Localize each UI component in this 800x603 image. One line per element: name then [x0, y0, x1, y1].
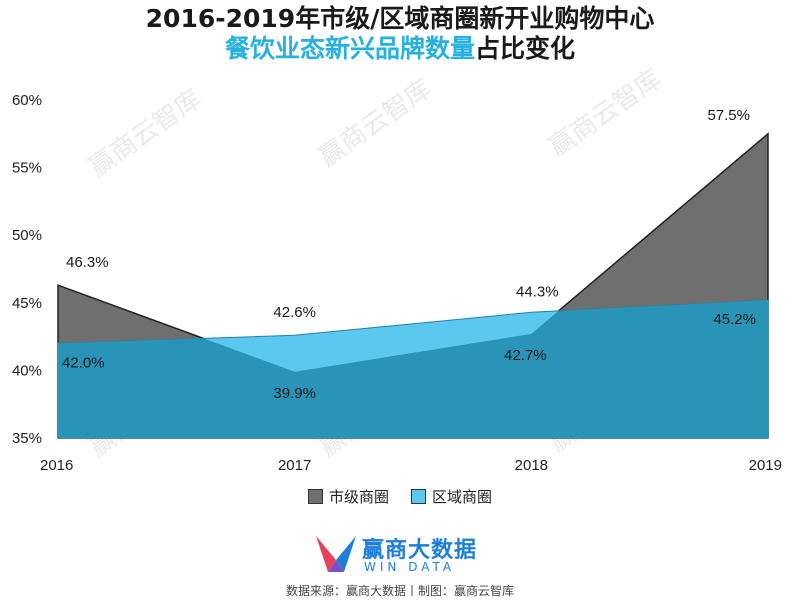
- y-axis: 35% 40% 45% 50% 55% 60%: [12, 92, 42, 447]
- data-labels: 46.3% 39.9% 42.7% 57.5% 42.0% 42.6% 44.3% 45.2%: [62, 107, 756, 402]
- legend-label-city: 市级商圈: [328, 489, 389, 506]
- data-label-region: 44.3%: [516, 283, 559, 300]
- chart-title: 2016-2019年市级/区域商圈新开业购物中心: [145, 4, 655, 33]
- logo-text-cn: 赢商大数据: [362, 538, 478, 563]
- legend-label-region: 区域商圈: [432, 489, 493, 506]
- data-label-city: 57.5%: [707, 107, 750, 124]
- x-tick-label: 2017: [278, 457, 311, 474]
- y-tick-label: 55%: [12, 160, 42, 177]
- legend-item-city: 市级商圈: [307, 486, 389, 507]
- data-label-city: 46.3%: [66, 254, 109, 271]
- legend: 市级商圈 区域商圈: [0, 486, 800, 507]
- subtitle-highlight: 餐饮业态新兴品牌数量: [224, 34, 475, 63]
- chart-subtitle: 餐饮业态新兴品牌数量占比变化: [0, 34, 800, 64]
- data-label-region: 42.6%: [273, 304, 316, 321]
- y-tick-label: 40%: [12, 362, 42, 379]
- watermark-text: 赢商云智库: [84, 84, 208, 183]
- y-tick-label: 50%: [12, 227, 42, 244]
- legend-swatch-city: [307, 489, 323, 504]
- source-note: 数据来源：赢商大数据丨制图：赢商云智库: [285, 584, 514, 598]
- y-tick-label: 60%: [12, 92, 42, 109]
- subtitle-rest: 占比变化: [475, 34, 576, 63]
- plot-area: [57, 132, 769, 439]
- watermark-text: 赢商云智库: [314, 74, 438, 173]
- x-tick-label: 2019: [749, 457, 782, 474]
- data-label-city: 39.9%: [273, 385, 316, 402]
- logo-text-en: WIN DATA: [364, 560, 456, 574]
- x-tick-label: 2016: [40, 457, 73, 474]
- logo-mark-icon: [316, 536, 356, 572]
- x-tick-label: 2018: [515, 457, 548, 474]
- y-tick-label: 45%: [12, 295, 42, 312]
- legend-swatch-region: [411, 489, 426, 504]
- watermark-text: 赢商云智库: [544, 64, 668, 163]
- x-axis: 2016 2017 2018 2019: [40, 457, 782, 474]
- data-label-region: 42.0%: [62, 354, 105, 371]
- area-chart: 赢商云智库赢商云智库赢商云智库赢商云智库赢商云智库赢商云智库 35%40%45%…: [12, 64, 782, 474]
- brand-logo: 赢商大数据 WIN DATA: [314, 530, 514, 578]
- legend-item-region: 区域商圈: [411, 486, 492, 507]
- data-label-city: 42.7%: [504, 347, 547, 364]
- series-area-overlap: [58, 300, 768, 438]
- data-label-region: 45.2%: [713, 311, 756, 328]
- y-tick-label: 35%: [12, 430, 42, 447]
